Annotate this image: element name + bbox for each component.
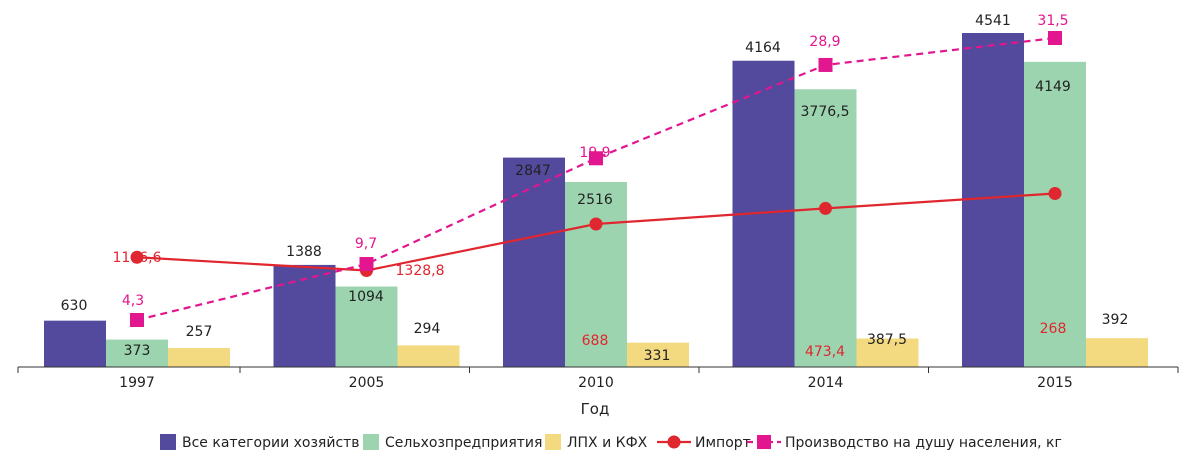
bar-label-1-2: 2516 <box>577 192 613 208</box>
point-1-0 <box>130 313 144 327</box>
bar-1-2 <box>565 181 627 367</box>
legend-marker-3 <box>667 435 681 449</box>
point-0-2 <box>589 217 603 231</box>
bar-0-0 <box>44 320 106 367</box>
point-0-3 <box>819 201 832 215</box>
x-tick-label-0: 1997 <box>119 375 155 391</box>
line-label-1-2: 19,9 <box>579 145 610 161</box>
bar-0-2 <box>503 157 565 367</box>
line-label-0-1: 1328,8 <box>396 263 445 279</box>
bar-1-4 <box>1024 61 1086 367</box>
bar-label-0-1: 1388 <box>286 244 322 260</box>
point-0-0 <box>130 250 144 264</box>
legend-label-3: Импорт <box>695 435 751 451</box>
data-labels-layer: 630 1388 2847 4164 4541 373 1094 2516 3776,5 4149… <box>61 13 1129 364</box>
bar-label-2-1: 294 <box>414 321 441 337</box>
bar-1-1 <box>335 286 398 367</box>
legend-label-1: Сельхозпредприятия <box>385 435 542 451</box>
point-0-4 <box>1048 187 1062 200</box>
bar-1-0 <box>106 339 168 367</box>
bar-label-1-4: 4149 <box>1035 79 1071 95</box>
bar-label-2-0: 257 <box>186 324 213 340</box>
bar-2-1 <box>397 345 460 367</box>
bar-label-2-4: 392 <box>1102 312 1129 328</box>
legend-label-2: ЛПХ и КФХ <box>567 435 648 451</box>
bar-label-2-3: 387,5 <box>867 332 907 348</box>
bar-0-1 <box>273 264 336 367</box>
point-1-2 <box>589 151 603 166</box>
bar-0-4 <box>962 33 1024 367</box>
legend-marker-4 <box>757 435 771 449</box>
legend-swatch-1 <box>363 434 379 450</box>
line-label-1-4: 31,5 <box>1037 13 1068 29</box>
point-1-4 <box>1048 31 1062 45</box>
line-label-0-4: 268 <box>1040 321 1067 337</box>
bar-label-0-4: 4541 <box>975 13 1011 29</box>
bar-2-0 <box>168 348 230 367</box>
x-axis-title: Год <box>581 400 610 418</box>
bar-label-1-3: 3776,5 <box>801 104 850 120</box>
bar-label-1-0: 373 <box>124 343 151 359</box>
line-label-1-0: 4,3 <box>122 293 144 309</box>
bars-layer <box>44 33 1148 368</box>
line-label-1-1: 9,7 <box>355 236 377 252</box>
lines-layer <box>130 31 1062 327</box>
x-tick-labels: 1997 2005 2010 2014 2015 <box>17 367 1179 391</box>
bar-label-0-2: 2847 <box>515 163 551 179</box>
legend-label-4: Производство на душу населения, кг <box>785 435 1062 451</box>
bar-label-2-2: 331 <box>644 348 671 364</box>
line-label-1-3: 28,9 <box>809 34 840 50</box>
line-1 <box>136 36 1056 322</box>
bar-1-3 <box>794 89 857 368</box>
line-label-0-0: 1146,6 <box>113 250 162 266</box>
bar-2-4 <box>1086 338 1148 367</box>
line-label-0-2: 688 <box>582 333 609 349</box>
legend-swatch-0 <box>160 434 176 450</box>
x-tick-label-3: 2014 <box>808 375 844 391</box>
legend-swatch-2 <box>545 434 561 450</box>
bar-label-0-3: 4164 <box>745 40 781 56</box>
bar-2-2 <box>627 342 689 367</box>
legend: Все категории хозяйств Сельхозпредприятия… <box>160 434 1062 451</box>
bar-label-0-0: 630 <box>61 298 88 314</box>
point-1-1 <box>359 257 374 272</box>
x-tick-label-2: 2010 <box>578 375 614 391</box>
x-tick-label-4: 2015 <box>1037 375 1073 391</box>
x-tick-label-1: 2005 <box>349 375 385 391</box>
legend-label-0: Все категории хозяйств <box>182 435 360 451</box>
point-1-3 <box>818 57 833 72</box>
bar-2-3 <box>856 338 919 367</box>
bar-label-1-1: 1094 <box>348 289 384 305</box>
line-label-0-3: 473,4 <box>805 344 845 360</box>
